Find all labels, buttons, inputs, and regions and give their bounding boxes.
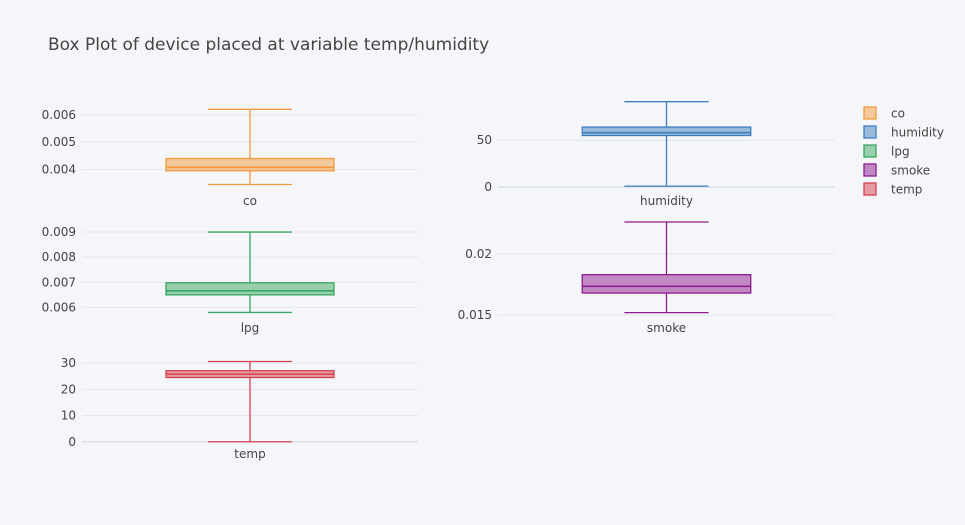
category-label-co: co <box>243 194 257 208</box>
subplot-area: 0.0040.0050.006co050humidity0.0060.0070.… <box>42 101 835 461</box>
chart-title: Box Plot of device placed at variable te… <box>48 35 489 55</box>
legend-label-lpg: lpg <box>891 145 910 159</box>
ytick-label-smoke: 0.015 <box>458 308 492 322</box>
box-humidity[interactable] <box>581 126 752 137</box>
legend-swatch-temp <box>863 182 877 196</box>
ytick-label-smoke: 0.02 <box>465 247 492 261</box>
ytick-label-temp: 30 <box>61 356 76 370</box>
subplot-humidity: 0 50 humidity <box>477 101 835 208</box>
ytick-label-lpg: 0.008 <box>42 250 76 264</box>
box-co[interactable] <box>165 157 335 172</box>
ytick-label-lpg: 0.009 <box>42 225 76 239</box>
legend-swatch-co <box>863 106 877 120</box>
legend-item-temp[interactable]: temp <box>863 182 922 197</box>
ytick-label-temp: 0 <box>68 435 76 449</box>
legend-item-smoke[interactable]: smoke <box>863 163 930 178</box>
ytick-label-co: 0.006 <box>42 108 76 122</box>
legend-label-humidity: humidity <box>891 126 944 140</box>
category-label-smoke: smoke <box>647 321 686 335</box>
legend-item-lpg[interactable]: lpg <box>863 144 910 159</box>
ytick-label-co: 0.004 <box>42 162 76 176</box>
subplot-co: 0.004 0.005 0.006 co <box>42 108 418 208</box>
legend-label-smoke: smoke <box>891 164 930 178</box>
subplot-smoke: 0.015 0.02 smoke <box>458 221 835 335</box>
box-smoke[interactable] <box>581 274 752 294</box>
legend-label-co: co <box>891 107 905 121</box>
category-label-temp: temp <box>234 447 265 461</box>
subplot-lpg: 0.006 0.007 0.008 0.009 lpg <box>42 225 418 335</box>
legend-swatch-humidity <box>863 125 877 139</box>
legend[interactable]: co humidity lpg smoke temp <box>863 106 944 197</box>
ytick-label-humidity: 50 <box>477 133 492 147</box>
ytick-label-humidity: 0 <box>484 180 492 194</box>
legend-item-humidity[interactable]: humidity <box>863 125 944 140</box>
ytick-label-lpg: 0.007 <box>42 275 76 289</box>
box-lpg[interactable] <box>165 282 335 296</box>
ytick-label-temp: 20 <box>61 382 76 396</box>
ytick-label-lpg: 0.006 <box>42 300 76 314</box>
legend-item-co[interactable]: co <box>863 106 905 121</box>
legend-swatch-lpg <box>863 144 877 158</box>
ytick-label-temp: 10 <box>61 409 76 423</box>
legend-swatch-smoke <box>863 163 877 177</box>
ytick-label-co: 0.005 <box>42 135 76 149</box>
legend-label-temp: temp <box>891 183 922 197</box>
category-label-lpg: lpg <box>241 321 260 335</box>
subplot-temp: 0 10 20 30 temp <box>61 356 418 461</box>
category-label-humidity: humidity <box>640 194 693 208</box>
